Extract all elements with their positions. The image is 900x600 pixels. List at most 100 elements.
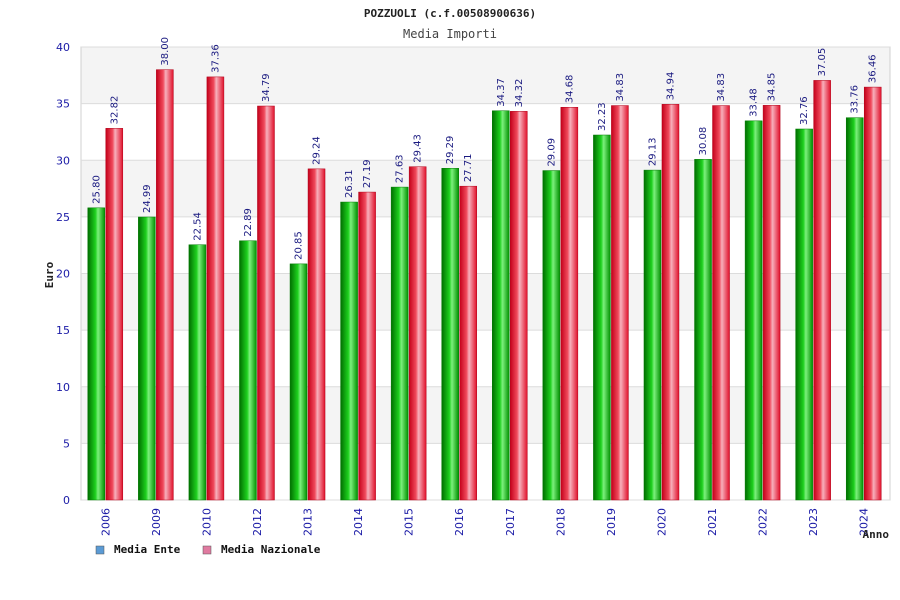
y-tick-label: 20 — [56, 268, 70, 281]
bar-media-ente — [643, 169, 662, 501]
x-tick-label: 2006 — [99, 508, 112, 536]
x-tick-label: 2019 — [605, 508, 618, 536]
data-label: 29.43 — [413, 134, 424, 163]
chart-subtitle: Media Importi — [403, 27, 497, 41]
x-tick-label: 2009 — [150, 508, 163, 536]
data-label: 30.08 — [698, 127, 709, 156]
data-label: 38.00 — [160, 37, 171, 66]
bar-media-ente — [795, 128, 813, 501]
data-label: 37.36 — [210, 44, 221, 73]
bar-media-ente — [441, 168, 459, 501]
data-label: 29.09 — [546, 138, 557, 167]
data-label: 34.79 — [261, 73, 272, 102]
data-label: 33.48 — [749, 88, 760, 117]
bar-media-nazionale — [408, 166, 427, 501]
data-label: 20.85 — [294, 231, 305, 260]
y-tick-label: 0 — [63, 494, 70, 507]
bar-media-ente — [845, 117, 864, 501]
bar-media-ente — [694, 159, 712, 501]
bar-media-ente — [390, 186, 409, 501]
x-tick-label: 2021 — [706, 508, 719, 536]
data-label: 27.63 — [395, 154, 406, 183]
data-label: 22.54 — [192, 212, 203, 241]
legend-swatch — [95, 545, 105, 555]
x-tick-label: 2024 — [858, 508, 871, 536]
bar-media-nazionale — [813, 80, 831, 501]
y-tick-label: 40 — [56, 41, 70, 54]
data-label: 34.83 — [615, 73, 626, 102]
data-label: 27.71 — [463, 154, 474, 183]
data-label: 29.24 — [312, 136, 323, 165]
data-label: 34.32 — [514, 79, 525, 108]
x-tick-label: 2018 — [554, 508, 567, 536]
y-axis-label: Euro — [43, 261, 56, 288]
data-label: 22.89 — [243, 208, 254, 237]
bar-media-ente — [289, 263, 308, 501]
data-label: 24.99 — [142, 184, 153, 213]
x-tick-label: 2014 — [352, 508, 365, 536]
x-axis-ticks: 2006 2009 2010 2012 2013 2014 2015 2016 2017 2018… — [99, 508, 870, 536]
data-label: 34.85 — [767, 73, 778, 102]
x-tick-label: 2015 — [403, 508, 416, 536]
data-label: 25.80 — [91, 175, 102, 204]
legend-swatch — [202, 545, 212, 555]
x-tick-label: 2023 — [807, 508, 820, 536]
bars — [87, 69, 882, 501]
data-label: 29.29 — [445, 136, 456, 165]
x-tick-label: 2013 — [302, 508, 315, 536]
chart-title: POZZUOLI (c.f.00508900636) — [364, 7, 536, 20]
bar-media-ente — [239, 240, 257, 501]
data-label: 32.82 — [109, 96, 120, 125]
bar-media-nazionale — [307, 168, 326, 501]
bar-media-nazionale — [206, 76, 225, 501]
bar-media-nazionale — [560, 106, 579, 501]
y-tick-label: 35 — [56, 98, 70, 111]
bar-media-nazionale — [510, 111, 528, 501]
data-label: 32.76 — [799, 96, 810, 125]
data-label: 33.76 — [850, 85, 861, 114]
bar-media-ente — [188, 244, 207, 501]
data-label: 27.19 — [362, 159, 373, 188]
x-tick-label: 2016 — [453, 508, 466, 536]
bar-media-nazionale — [459, 185, 477, 501]
bar-media-nazionale — [156, 69, 174, 501]
legend-label: Media Nazionale — [221, 543, 321, 556]
data-label: 34.37 — [496, 78, 507, 107]
x-axis-label: Anno — [863, 528, 890, 541]
legend: Media Ente Media Nazionale — [95, 543, 321, 556]
bar-media-nazionale — [257, 105, 275, 501]
bar-media-ente — [87, 207, 106, 501]
y-tick-label: 10 — [56, 381, 70, 394]
bar-media-nazionale — [611, 105, 629, 501]
bar-media-nazionale — [762, 105, 781, 501]
bar-media-nazionale — [358, 191, 376, 501]
bar-media-nazionale — [712, 105, 730, 501]
data-labels: 25.80 32.82 24.99 38.00 22.54 37.36 22.89 34.79… — [91, 37, 878, 260]
bar-media-ente — [593, 134, 611, 501]
bar-media-nazionale — [105, 128, 124, 501]
data-label: 34.68 — [564, 75, 575, 104]
bar-media-ente — [744, 120, 763, 501]
x-tick-label: 2012 — [251, 508, 264, 536]
y-tick-label: 25 — [56, 211, 70, 224]
bar-media-ente — [138, 216, 156, 501]
bar-media-nazionale — [661, 104, 680, 501]
bar-media-ente — [542, 170, 561, 501]
x-tick-label: 2022 — [757, 508, 770, 536]
y-axis-ticks: 0 5 10 15 20 25 30 35 40 — [56, 41, 70, 507]
x-tick-label: 2010 — [200, 508, 213, 536]
data-label: 26.31 — [344, 169, 355, 198]
data-label: 34.83 — [716, 73, 727, 102]
data-label: 37.05 — [817, 48, 828, 77]
data-label: 34.94 — [665, 72, 676, 101]
y-tick-label: 15 — [56, 324, 70, 337]
y-tick-label: 30 — [56, 154, 70, 167]
legend-label: Media Ente — [114, 543, 181, 556]
bar-media-ente — [492, 110, 510, 501]
data-label: 29.13 — [647, 137, 658, 166]
data-label: 32.23 — [597, 102, 608, 131]
y-tick-label: 5 — [63, 437, 70, 450]
x-tick-label: 2017 — [504, 508, 517, 536]
x-tick-label: 2020 — [655, 508, 668, 536]
